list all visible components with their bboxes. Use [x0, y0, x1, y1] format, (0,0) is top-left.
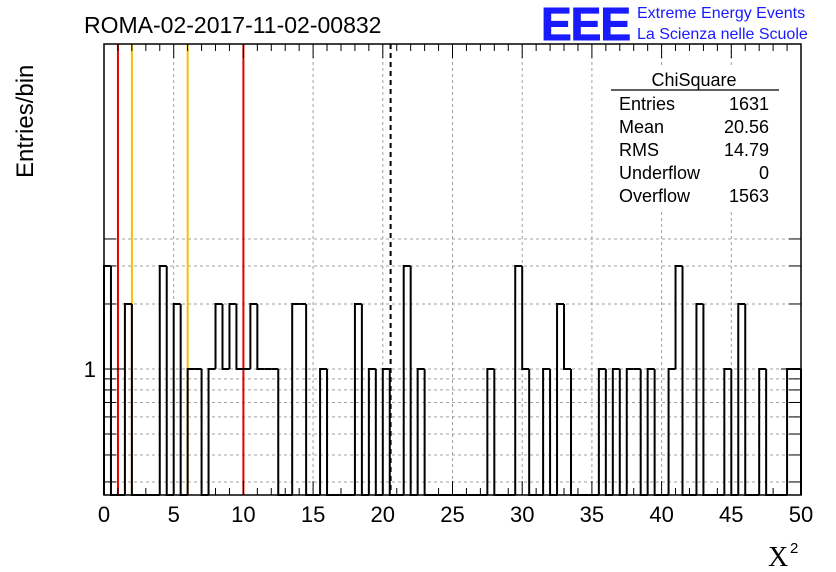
stats-label: RMS: [619, 140, 659, 160]
histogram-bar: [367, 368, 376, 495]
histogram-bar: [200, 369, 209, 496]
histogram-bar: [423, 369, 432, 496]
histogram-bar: [702, 303, 711, 496]
histogram-bar: [542, 368, 551, 495]
x-tick-label: 45: [719, 502, 743, 527]
histogram-bar: [549, 369, 558, 496]
eee-logo: EEE Extreme Energy Events La Scienza nel…: [541, 0, 808, 51]
logo-mark: EEE: [541, 0, 630, 50]
stats-value: 0: [759, 163, 769, 183]
x-tick-label: 5: [168, 502, 180, 527]
histogram-bar: [221, 303, 230, 370]
x-tick-label: 0: [98, 502, 110, 527]
stats-value: 1631: [729, 94, 769, 114]
chart-title: ROMA-02-2017-11-02-00832: [84, 12, 381, 38]
histogram-bar: [228, 302, 237, 369]
histogram-bar: [653, 369, 662, 496]
histogram-bar: [179, 303, 188, 496]
x-tick-label: 50: [789, 502, 813, 527]
histogram-bar: [360, 303, 369, 496]
stats-title: ChiSquare: [651, 70, 736, 90]
histogram-bar: [235, 303, 244, 370]
histogram-bar: [737, 302, 746, 495]
histogram-bar: [277, 369, 286, 496]
histogram-bar: [416, 368, 425, 495]
histogram-bar: [681, 265, 690, 496]
histogram-bar: [765, 369, 774, 496]
histogram-bar: [667, 368, 676, 495]
histogram-bar: [353, 302, 362, 495]
histogram-bar: [214, 302, 223, 369]
x-tick-label: 35: [580, 502, 604, 527]
x-tick-label: 20: [371, 502, 395, 527]
histogram-bar: [291, 302, 300, 495]
tick-labels: 0 5 10 15 20 25 30 35 40 45 50 1: [84, 357, 813, 527]
stats-value: 20.56: [724, 117, 769, 137]
histogram-bar: [186, 368, 195, 495]
histogram-bar: [493, 369, 502, 496]
x-axis-label-main: X: [768, 542, 788, 572]
histogram-bar: [597, 368, 606, 495]
histogram-bar: [109, 265, 118, 496]
histogram-bar: [319, 368, 328, 495]
stats-box: ChiSquare Entries 1631 Mean 20.56 RMS 14.79 Und…: [611, 66, 779, 210]
histogram-bar: [402, 264, 411, 495]
histogram-bar: [514, 264, 523, 495]
stats-value: 1563: [729, 186, 769, 206]
histogram-bar: [569, 369, 578, 496]
histogram-bar: [165, 265, 174, 496]
histogram-bar: [305, 303, 314, 496]
histogram-bar: [326, 369, 335, 496]
histogram-bar: [123, 302, 132, 495]
histogram-bar: [639, 369, 648, 496]
histogram-bar: [521, 265, 530, 370]
histogram-bar: [786, 368, 795, 495]
histogram-bar: [744, 303, 753, 496]
histogram-bar: [528, 369, 537, 496]
histogram-bar: [103, 264, 111, 495]
histogram-bar: [674, 264, 683, 369]
histogram-bar: [207, 368, 216, 495]
histogram-bar: [172, 302, 181, 495]
stats-label: Overflow: [619, 186, 691, 206]
x-tick-label: 25: [440, 502, 464, 527]
logo-line1: Extreme Energy Events: [637, 5, 805, 22]
histogram-bar: [730, 369, 739, 496]
stats-value: 14.79: [724, 140, 769, 160]
stats-label: Mean: [619, 117, 664, 137]
histogram-bar: [381, 368, 390, 495]
axes: [103, 43, 802, 496]
histogram-bar: [563, 303, 571, 370]
histogram-bar: [249, 302, 258, 369]
x-tick-label: 15: [301, 502, 325, 527]
histogram-bar: [611, 368, 620, 495]
x-tick-label: 30: [510, 502, 534, 527]
stats-label: Underflow: [619, 163, 701, 183]
y-axis-label: Entries/bin: [12, 65, 39, 178]
y-tick-label: 1: [84, 357, 96, 382]
histogram-bar: [618, 369, 627, 496]
x-axis-label: X 2: [768, 540, 798, 572]
histogram-bar: [158, 264, 167, 495]
histogram-bar: [695, 302, 704, 495]
x-tick-label: 10: [231, 502, 255, 527]
histogram-bar: [646, 368, 655, 495]
histogram-bar: [556, 302, 565, 495]
histogram-bar: [256, 303, 265, 370]
histogram-bar: [374, 369, 383, 496]
x-tick-label: 40: [649, 502, 673, 527]
histogram-bar: [758, 368, 767, 495]
histogram-bar: [486, 368, 495, 495]
histogram-bar: [723, 368, 732, 495]
logo-line2: La Scienza nelle Scuole: [637, 26, 808, 43]
histogram-bar: [409, 265, 418, 496]
histogram-bar: [604, 369, 613, 496]
x-axis-label-sup: 2: [790, 540, 798, 557]
stats-label: Entries: [619, 94, 675, 114]
histogram-bar: [625, 368, 634, 495]
histogram-bar: [130, 303, 139, 496]
